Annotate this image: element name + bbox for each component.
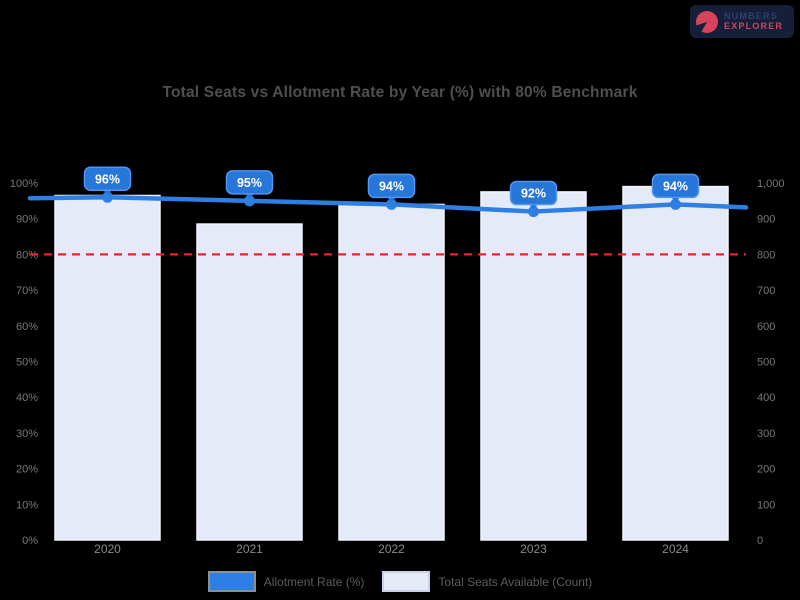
right-axis-tick: 900 — [757, 214, 775, 226]
bars-layer — [54, 185, 729, 541]
left-axis-tick: 30% — [16, 428, 38, 440]
right-axis-tick: 1,000 — [757, 178, 785, 190]
legend-item-line-series[interactable]: Allotment Rate (%) — [207, 571, 365, 592]
bar — [480, 191, 587, 541]
data-label-badge: 94% — [651, 173, 700, 203]
badge-bubble — [651, 173, 700, 199]
x-axis-labels: 2020 2021 2022 2023 2024 — [94, 542, 689, 556]
line-point — [386, 198, 397, 210]
left-axis-tick: 70% — [16, 285, 38, 297]
right-axis-tick: 200 — [757, 464, 775, 476]
x-axis-label: 2022 — [378, 542, 405, 556]
right-axis-tick: 100 — [757, 499, 775, 511]
badge-bubble — [367, 173, 416, 199]
right-axis-tick: 600 — [757, 321, 775, 333]
left-axis-tick: 90% — [16, 214, 38, 226]
data-label-badge: 96% — [83, 166, 132, 196]
left-axis-tick: 20% — [16, 464, 38, 476]
badge-value: 95% — [237, 176, 262, 190]
legend-label-bar: Total Seats Available (Count) — [438, 574, 593, 589]
chart-title: Total Seats vs Allotment Rate by Year (%… — [162, 84, 638, 101]
badge-bubble — [83, 166, 132, 192]
badge-value: 94% — [379, 179, 404, 193]
bar — [54, 194, 161, 541]
left-axis-tick: 60% — [16, 321, 38, 333]
chart-legend: Allotment Rate (%) Total Seats Available… — [0, 571, 800, 592]
legend-label-line: Allotment Rate (%) — [263, 574, 365, 589]
left-axis-tick: 10% — [16, 499, 38, 511]
line-points — [102, 191, 681, 218]
legend-swatch-line — [207, 571, 256, 592]
line-point — [244, 195, 255, 207]
right-axis-tick: 700 — [757, 285, 775, 297]
data-label-badge: 94% — [367, 173, 416, 203]
badge-value: 96% — [95, 172, 120, 186]
x-axis-label: 2020 — [94, 542, 121, 556]
left-axis-tick: 40% — [16, 392, 38, 404]
left-axis-tick: 100% — [10, 178, 38, 190]
brand-logo-text: NUMBERS EXPLORER — [724, 11, 784, 31]
pie-chart-icon — [696, 10, 718, 33]
legend-swatch-bar — [382, 571, 431, 592]
line-point — [102, 191, 113, 203]
bar — [338, 203, 445, 541]
brand-name-top: NUMBERS — [724, 11, 778, 22]
data-label-badge: 95% — [225, 170, 274, 199]
bar — [196, 223, 303, 541]
bar — [622, 185, 729, 541]
x-axis-label: 2021 — [236, 542, 263, 556]
data-label-badges: 96% 95% 94% 92% 94% — [83, 166, 700, 210]
x-axis-label: 2024 — [662, 542, 689, 556]
brand-logo: NUMBERS EXPLORER — [690, 5, 794, 38]
left-axis-tick: 0% — [22, 535, 38, 547]
axis-tick-labels: 100% 90% 80% 70% 60% 50% 40% 30% 20% 10% 0% 1,000 90… — [10, 178, 785, 547]
right-axis-tick: 300 — [757, 428, 775, 440]
line-point — [670, 198, 681, 210]
line-point — [528, 206, 539, 218]
left-axis-tick: 80% — [16, 249, 38, 261]
right-axis-tick: 0 — [757, 535, 763, 547]
badge-bubble — [225, 170, 274, 195]
right-axis-tick: 400 — [757, 392, 775, 404]
left-axis-tick: 50% — [16, 357, 38, 369]
right-axis-tick: 800 — [757, 249, 775, 261]
x-axis-label: 2023 — [520, 542, 547, 556]
badge-value: 94% — [663, 179, 688, 193]
badge-bubble — [509, 180, 558, 206]
right-axis-tick: 500 — [757, 357, 775, 369]
data-label-badge: 92% — [509, 180, 558, 210]
brand-name-bottom: EXPLORER — [724, 20, 784, 31]
badge-value: 92% — [521, 187, 546, 201]
legend-item-bar-series[interactable]: Total Seats Available (Count) — [382, 571, 592, 592]
